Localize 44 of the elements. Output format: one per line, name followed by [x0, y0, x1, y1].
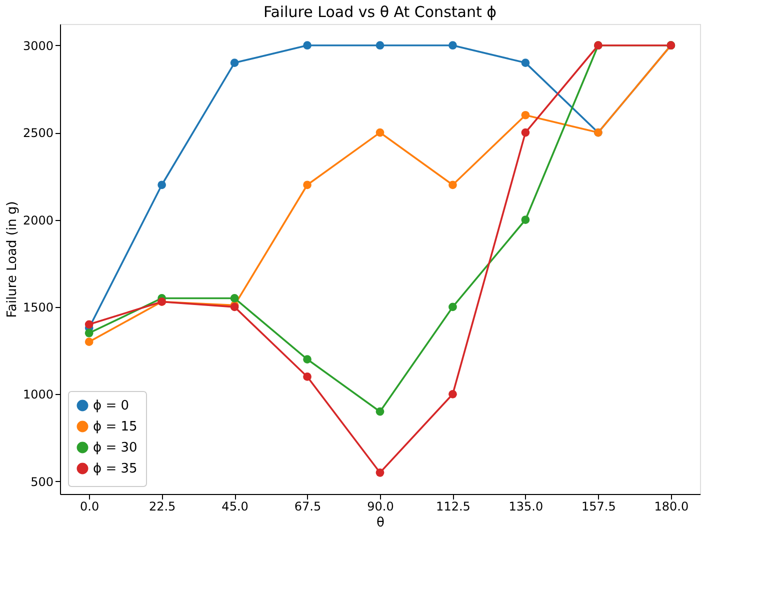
x-tick-label: 90.0 — [367, 500, 394, 514]
point — [84, 320, 94, 329]
x-tick-label: 180.0 — [654, 500, 689, 514]
point — [448, 390, 457, 398]
point — [376, 468, 384, 477]
y-axis-title: Failure Load (in g) — [4, 201, 20, 318]
point — [521, 110, 530, 120]
x-tick-label: 157.5 — [582, 500, 616, 514]
x-tick-label: 45.0 — [222, 500, 248, 514]
x-axis-title: θ — [376, 516, 385, 530]
point — [303, 180, 312, 190]
point — [158, 180, 166, 190]
chart-title: Failure Load vs θ At Constant ϕ — [263, 3, 497, 21]
point — [230, 58, 239, 67]
x-tick-label: 67.5 — [294, 500, 322, 514]
point — [230, 294, 239, 302]
y-tick-label: 1500 — [22, 300, 54, 314]
point — [303, 41, 312, 50]
legend-label: ϕ = 35 — [93, 462, 138, 476]
legend-label: ϕ = 30 — [93, 440, 138, 456]
point — [303, 372, 312, 381]
point — [521, 216, 530, 224]
point — [448, 302, 457, 312]
y-tick-label: 2500 — [22, 126, 54, 140]
x-tick-label: 135.0 — [508, 500, 544, 514]
point — [84, 328, 94, 338]
point — [448, 41, 457, 50]
point — [84, 338, 94, 346]
point — [521, 58, 530, 67]
y-tick-label: 1000 — [22, 388, 54, 402]
point — [448, 180, 457, 190]
y-tick-label: 500 — [30, 474, 54, 489]
legend-label: ϕ = 15 — [93, 420, 138, 434]
x-tick-label: 22.5 — [148, 500, 176, 514]
point — [303, 355, 312, 364]
x-tick-label: 112.5 — [436, 500, 470, 514]
point — [376, 41, 384, 50]
point — [521, 128, 530, 137]
x-tick-label: 0.0 — [80, 500, 100, 514]
point — [376, 128, 384, 137]
legend-label: ϕ = 0 — [93, 398, 130, 414]
y-tick-label: 2000 — [22, 213, 54, 228]
y-tick-label: 3000 — [22, 38, 54, 53]
point — [376, 407, 384, 416]
